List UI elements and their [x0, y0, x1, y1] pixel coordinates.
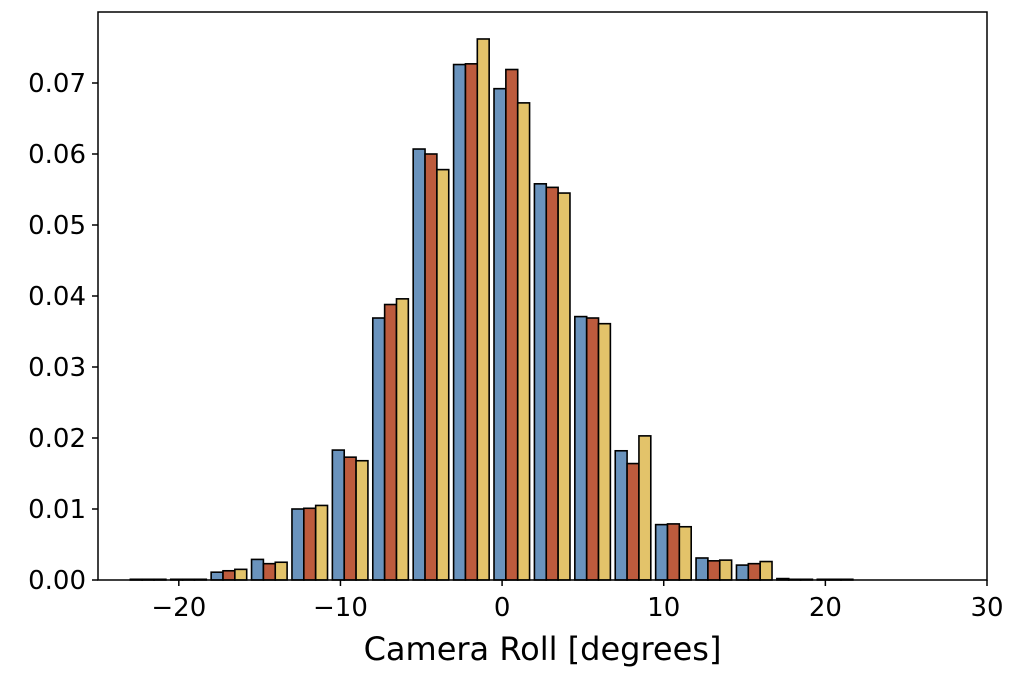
y-tick-label: 0.00 — [28, 566, 86, 596]
bar-s2-bin14 — [718, 559, 733, 581]
bar-s2-bin9 — [516, 102, 531, 581]
y-tick-label: 0.01 — [28, 495, 86, 525]
bar-s2-bin15 — [759, 560, 773, 581]
bar-s0-bin4 — [291, 508, 305, 581]
bar-s0-bin6 — [371, 317, 386, 581]
bar-s1-bin10 — [545, 186, 559, 581]
y-tick-label: 0.07 — [28, 69, 86, 99]
x-axis-label: Camera Roll [degrees] — [364, 630, 722, 668]
bar-s0-bin7 — [412, 148, 426, 581]
bar-s0-bin11 — [574, 315, 588, 581]
bar-s0-bin8 — [452, 63, 467, 581]
y-tick-label: 0.06 — [28, 140, 86, 170]
bar-s1-bin14 — [707, 560, 721, 581]
bar-s2-bin10 — [557, 192, 571, 581]
x-tick-label: −20 — [151, 593, 206, 623]
bar-s0-bin13 — [654, 523, 669, 581]
y-tick-label: 0.05 — [28, 211, 86, 241]
bar-s2-bin7 — [436, 168, 450, 581]
bar-s1-bin15 — [747, 562, 761, 581]
bar-s0-bin2 — [210, 571, 224, 581]
bar-s2-bin2 — [234, 568, 248, 581]
bar-s1-bin4 — [303, 507, 317, 581]
bars-group — [129, 38, 854, 581]
bar-s0-bin15 — [735, 564, 750, 581]
bar-s0-bin10 — [533, 183, 548, 581]
bar-s1-bin3 — [262, 562, 277, 581]
y-axis-ticks: 0.00 0.01 0.02 0.03 0.04 0.05 0.06 0.07 — [28, 69, 98, 596]
x-tick-label: −10 — [313, 593, 368, 623]
x-tick-label: 30 — [970, 593, 1003, 623]
bar-s0-bin9 — [493, 87, 507, 581]
x-tick-label: 20 — [809, 593, 842, 623]
bar-s1-bin13 — [666, 523, 681, 581]
bar-s2-bin3 — [274, 561, 288, 581]
bar-s0-bin3 — [250, 558, 265, 581]
x-tick-label: 10 — [647, 593, 680, 623]
x-tick-label: 0 — [494, 593, 511, 623]
bar-s1-bin5 — [343, 456, 357, 581]
bar-s1-bin6 — [383, 303, 398, 581]
bar-s1-bin11 — [585, 317, 600, 581]
y-tick-label: 0.02 — [28, 424, 86, 454]
bar-s1-bin9 — [505, 68, 519, 581]
bar-s2-bin5 — [355, 459, 369, 581]
bar-s2-bin8 — [476, 38, 490, 581]
bar-s2-bin11 — [597, 322, 612, 581]
y-tick-label: 0.04 — [28, 282, 86, 312]
y-tick-label: 0.03 — [28, 353, 86, 383]
bar-s1-bin7 — [424, 153, 438, 581]
bar-s0-bin5 — [331, 449, 346, 581]
bar-s1-bin12 — [626, 462, 640, 581]
bar-s2-bin13 — [678, 525, 692, 581]
bar-s2-bin4 — [314, 504, 329, 581]
bar-s2-bin12 — [638, 435, 652, 581]
bar-s0-bin12 — [614, 449, 628, 581]
bar-s1-bin8 — [464, 63, 479, 581]
bar-s0-bin14 — [695, 557, 709, 581]
bar-s2-bin6 — [395, 298, 410, 581]
x-axis-ticks: −20 −10 0 10 20 30 — [151, 580, 1004, 623]
bar-s1-bin2 — [222, 569, 236, 581]
